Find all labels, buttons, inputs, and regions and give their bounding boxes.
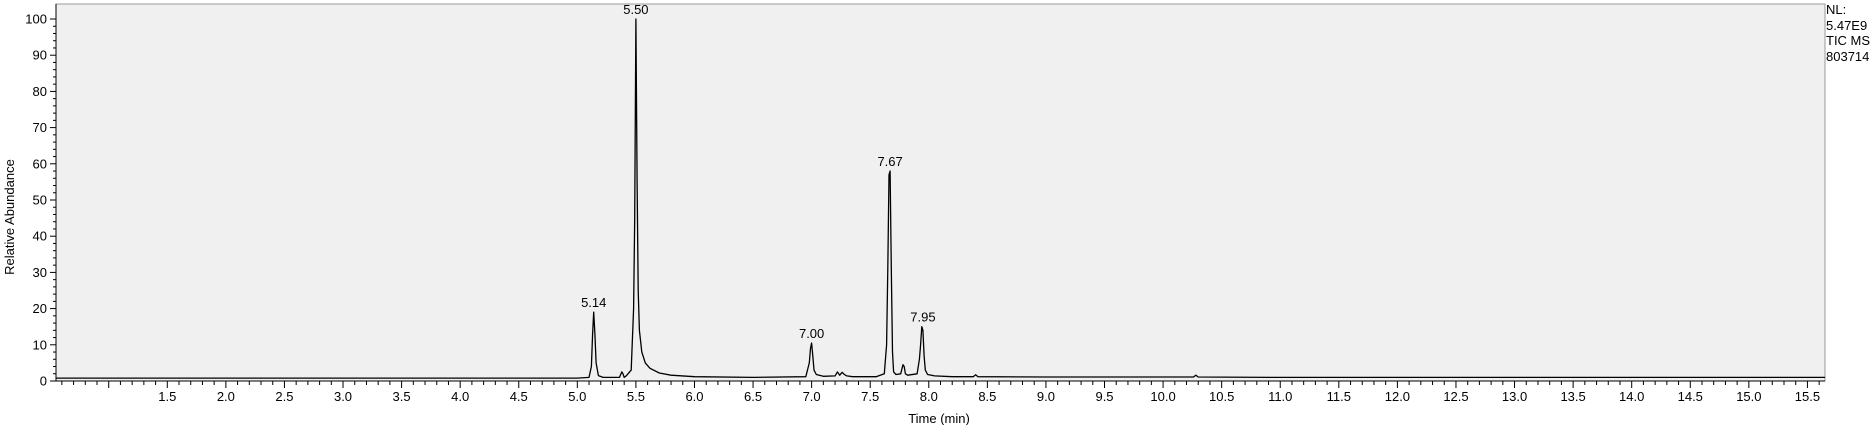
y-tick-label: 50 — [33, 193, 47, 208]
y-tick-label: 30 — [33, 265, 47, 280]
y-tick-label: 60 — [33, 156, 47, 171]
peak-label: 5.50 — [623, 2, 648, 17]
x-tick-label: 2.0 — [217, 389, 235, 404]
x-tick-label: 7.0 — [803, 389, 821, 404]
x-tick-label: 1.5 — [158, 389, 176, 404]
tic-trace-line — [56, 18, 1825, 379]
peak-label: 7.00 — [799, 326, 824, 341]
x-tick-label: 15.0 — [1736, 389, 1761, 404]
x-tick-label: 3.5 — [393, 389, 411, 404]
x-axis: 1.5 2.0 2.5 3.0 3.5 4.0 4.5 5.0 5.5 6.0 6.5 7.0 7.5 8… — [56, 380, 1825, 404]
x-tick-label: 2.5 — [275, 389, 293, 404]
x-tick-label: 14.0 — [1619, 389, 1644, 404]
x-tick-label: 9.5 — [1095, 389, 1113, 404]
x-tick-label: 9.0 — [1037, 389, 1055, 404]
x-tick-label: 10.5 — [1209, 389, 1234, 404]
x-tick-label: 13.0 — [1502, 389, 1527, 404]
x-tick-label: 11.5 — [1327, 389, 1351, 404]
x-tick-label: 11.0 — [1268, 389, 1292, 404]
x-tick-label: 7.5 — [861, 389, 879, 404]
plot-area — [55, 3, 1826, 382]
x-tick-label: 5.0 — [568, 389, 586, 404]
x-tick-label: 15.5 — [1795, 389, 1820, 404]
info-panel: NL: 5.47E9 TIC MS 803714 — [1826, 2, 1870, 64]
y-tick-label: 0 — [40, 374, 47, 389]
peak-label: 5.14 — [581, 295, 606, 310]
y-tick-label: 90 — [33, 48, 47, 63]
x-tick-label: 8.0 — [920, 389, 938, 404]
x-tick-label: 4.0 — [451, 389, 469, 404]
x-tick-label: 12.5 — [1443, 389, 1468, 404]
file-name: 803714 — [1826, 48, 1870, 64]
x-tick-label: 13.5 — [1560, 389, 1585, 404]
y-tick-label: 70 — [33, 120, 47, 135]
y-tick-label: 100 — [25, 12, 47, 27]
peak-label: 7.67 — [877, 154, 902, 169]
nl-value: 5.47E9 — [1826, 17, 1868, 33]
x-tick-label: 3.0 — [334, 389, 352, 404]
x-tick-label: 4.5 — [510, 389, 528, 404]
x-tick-label: 6.5 — [744, 389, 762, 404]
x-tick-label: 6.0 — [685, 389, 703, 404]
y-tick-label: 80 — [33, 84, 47, 99]
x-tick-label: 8.5 — [978, 389, 996, 404]
y-tick-label: 40 — [33, 229, 47, 244]
x-tick-label: 14.5 — [1678, 389, 1703, 404]
y-tick-label: 10 — [33, 337, 47, 352]
x-tick-label: 12.0 — [1385, 389, 1410, 404]
peak-labels: 5.14 5.50 7.00 7.67 7.95 — [581, 2, 936, 341]
y-tick-label: 20 — [33, 301, 47, 316]
y-axis-label: Relative Abundance — [2, 159, 17, 275]
y-axis: 0 10 20 30 40 50 60 70 80 90 100 — [25, 4, 57, 389]
x-axis-label: Time (min) — [908, 411, 970, 425]
x-tick-label: 5.5 — [627, 389, 645, 404]
nl-label: NL: — [1826, 2, 1847, 17]
x-tick-label: 10.0 — [1150, 389, 1175, 404]
scan-filter: TIC MS — [1826, 33, 1871, 48]
peak-label: 7.95 — [910, 310, 935, 325]
